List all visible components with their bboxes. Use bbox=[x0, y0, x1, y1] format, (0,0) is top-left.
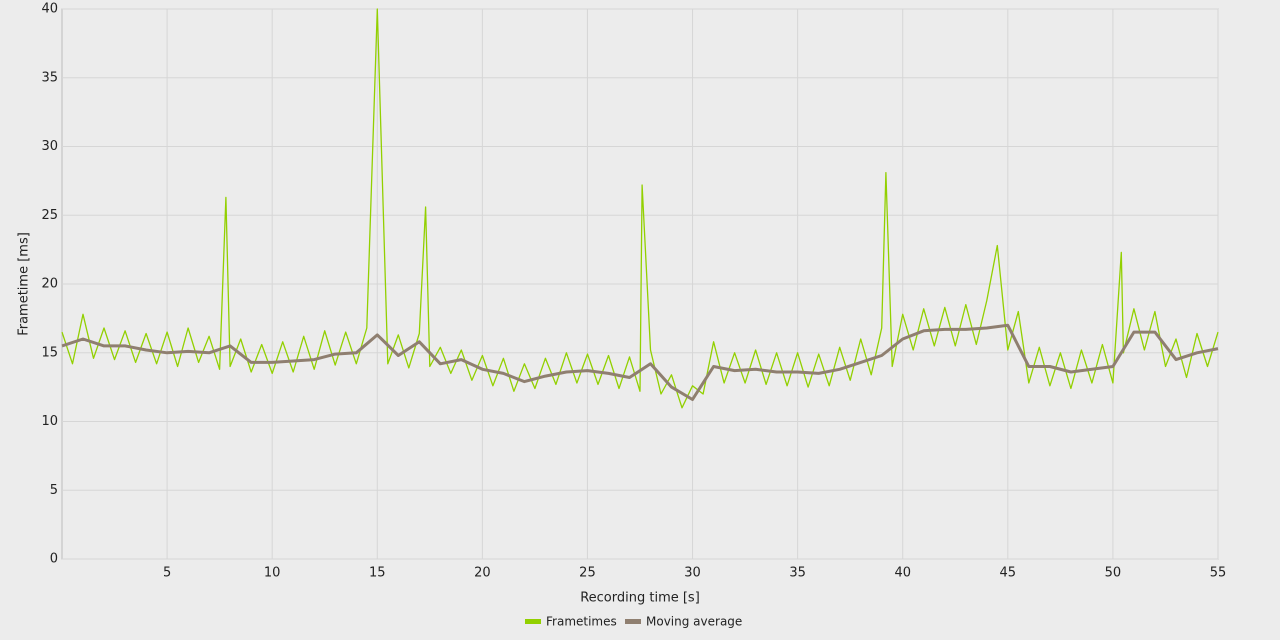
x-tick-label: 15 bbox=[369, 566, 386, 581]
y-tick-label: 5 bbox=[50, 483, 58, 498]
legend-label: Frametimes bbox=[546, 615, 617, 629]
y-tick-label: 0 bbox=[50, 552, 58, 567]
y-tick-label: 30 bbox=[41, 139, 58, 154]
legend-swatch bbox=[525, 619, 541, 624]
legend-label: Moving average bbox=[646, 615, 742, 629]
x-tick-label: 10 bbox=[264, 566, 281, 581]
x-tick-label: 40 bbox=[894, 566, 911, 581]
y-tick-label: 10 bbox=[41, 414, 58, 429]
x-tick-label: 45 bbox=[1000, 566, 1017, 581]
x-tick-label: 25 bbox=[579, 566, 596, 581]
y-axis-label: Frametime [ms] bbox=[17, 232, 32, 336]
x-tick-label: 55 bbox=[1210, 566, 1227, 581]
x-axis-label: Recording time [s] bbox=[580, 591, 700, 606]
y-tick-label: 40 bbox=[41, 2, 58, 17]
y-tick-label: 20 bbox=[41, 277, 58, 292]
y-tick-label: 15 bbox=[41, 345, 58, 360]
y-tick-label: 25 bbox=[41, 208, 58, 223]
x-tick-label: 20 bbox=[474, 566, 491, 581]
y-tick-label: 35 bbox=[41, 70, 58, 85]
series-line bbox=[61, 323, 1219, 401]
x-tick-label: 30 bbox=[684, 566, 701, 581]
x-tick-label: 50 bbox=[1105, 566, 1122, 581]
x-tick-label: 35 bbox=[789, 566, 806, 581]
x-tick-label: 5 bbox=[163, 566, 171, 581]
series-line bbox=[61, 8, 1219, 409]
legend-swatch bbox=[625, 619, 641, 624]
